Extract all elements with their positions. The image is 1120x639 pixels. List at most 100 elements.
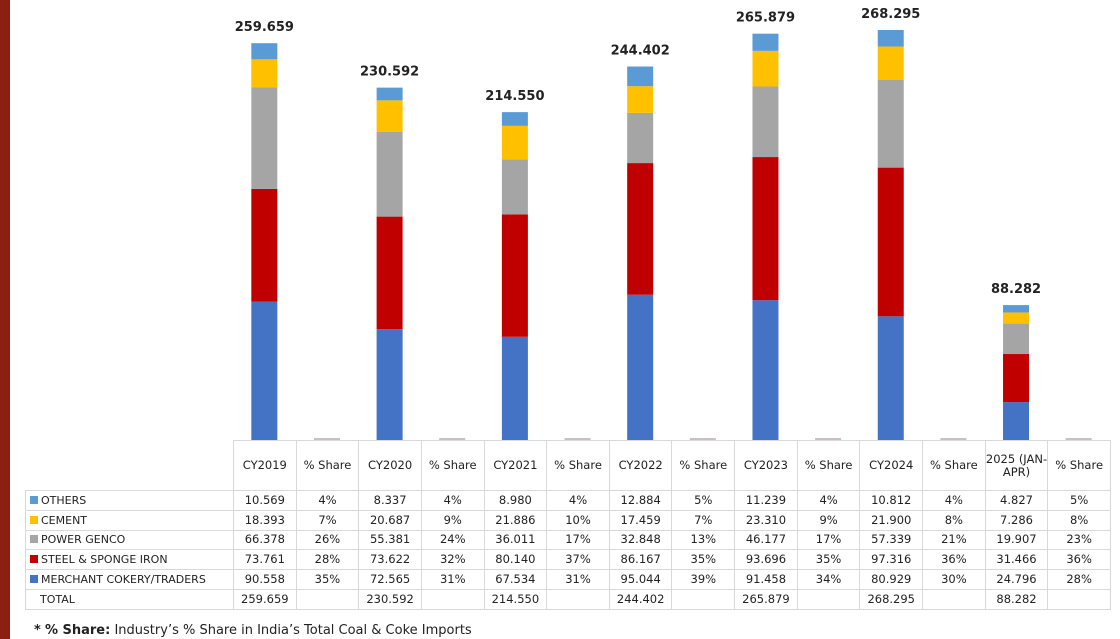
footnote-label: % Share: [44,623,111,638]
value-cell: 73.761 [233,549,297,571]
empty-cell [671,588,736,610]
baseline-stub [940,438,967,440]
bar-segment [251,188,278,302]
share-cell: 9% [420,509,485,531]
share-cell: 28% [1047,569,1111,590]
total-cell: 265.879 [734,588,798,610]
value-cell: 11.239 [734,490,798,511]
bar-segment [1003,354,1030,403]
share-cell: 23% [1047,529,1111,551]
header-cell: % Share [1047,440,1111,491]
value-cell: 18.393 [233,509,297,531]
header-cell: % Share [671,440,736,491]
share-cell: 8% [1047,509,1111,531]
total-label: 259.659 [235,20,294,35]
legend-swatch [30,495,38,504]
data-table: CY2019% Share CY2020% Share CY2021% Share C… [25,440,1111,610]
share-cell: 35% [295,569,360,590]
value-cell: 10.569 [233,490,297,511]
share-cell: 10% [546,509,610,531]
value-cell: 10.812 [859,490,924,511]
bar-segment [501,159,528,215]
value-cell: 80.929 [859,569,924,590]
value-cell: 86.167 [608,549,673,571]
total-cell: 259.659 [233,588,297,610]
bar-segment [877,316,904,440]
bar-segment [251,43,278,60]
share-cell: 28% [295,549,360,571]
legend-swatch [30,555,38,564]
bar-segment [877,29,904,47]
value-cell: 8.980 [483,490,548,511]
legend-cell: OTHERS [25,490,234,511]
share-cell: 4% [295,490,360,511]
series-row: STEEL & SPONGE IRON 73.761 28% 73.622 32% 80.… [25,549,1111,571]
legend-label: STEEL & SPONGE IRON [41,553,168,567]
header-row: CY2019% Share CY2020% Share CY2021% Share C… [26,440,1111,491]
bar-segment [251,301,278,440]
footnote-marker: * [34,623,41,638]
header-cell: CY2019 [233,440,297,491]
header-cell: % Share [295,440,360,491]
bar-segment [501,125,528,160]
empty-cell [796,588,861,610]
bar-segment [877,79,904,168]
value-cell: 12.884 [608,490,673,511]
empty-cell [295,588,360,610]
value-cell: 23.310 [734,509,798,531]
total-label: 265.879 [736,11,795,26]
total-name: TOTAL [25,588,234,610]
empty-cell [420,588,485,610]
bar-segment [627,294,654,440]
header-cell: 2025 (JAN-APR) [984,440,1049,491]
bar-segment [627,163,654,295]
legend-cell: STEEL & SPONGE IRON [25,549,234,571]
share-cell: 8% [922,509,986,531]
share-cell: 4% [420,490,485,511]
share-cell: 36% [922,549,986,571]
header-cell: CY2020 [358,440,422,491]
value-cell: 36.011 [483,529,548,551]
bar-segment [752,33,779,51]
bar-segment [752,300,779,440]
share-cell: 4% [546,490,610,511]
total-cell: 88.282 [984,588,1049,610]
share-cell: 24% [420,529,485,551]
share-cell: 39% [671,569,736,590]
share-cell: 5% [671,490,736,511]
header-cell: % Share [922,440,986,491]
bar-segment [251,59,278,88]
bar-segment [501,214,528,337]
value-cell: 7.286 [984,509,1049,531]
series-row: MERCHANT COKERY/TRADERS 90.558 35% 72.565 31… [25,569,1111,590]
value-cell: 19.907 [984,529,1049,551]
baseline-stub [689,438,716,440]
baseline-stub [439,438,466,440]
legend-swatch [30,535,38,544]
value-cell: 32.848 [608,529,673,551]
value-cell: 97.316 [859,549,924,571]
empty-cell [922,588,986,610]
bar-segment [627,112,654,164]
value-cell: 66.378 [233,529,297,551]
share-cell: 21% [922,529,986,551]
value-cell: 21.900 [859,509,924,531]
bar-segment [251,87,278,189]
value-cell: 21.886 [483,509,548,531]
value-cell: 67.534 [483,569,548,590]
series-row: OTHERS 10.569 4% 8.337 4% 8.980 4% 12.884 5% 11.2… [25,490,1111,511]
share-cell: 32% [420,549,485,571]
side-strip [0,0,10,639]
bar-segment [752,157,779,301]
empty-cell [1047,588,1111,610]
baseline-stub [313,438,340,440]
share-cell: 4% [796,490,861,511]
total-cell: 230.592 [358,588,422,610]
share-cell: 17% [546,529,610,551]
share-cell: 31% [546,569,610,590]
total-cell: 268.295 [859,588,924,610]
share-cell: 5% [1047,490,1111,511]
share-cell: 30% [922,569,986,590]
value-cell: 31.466 [984,549,1049,571]
